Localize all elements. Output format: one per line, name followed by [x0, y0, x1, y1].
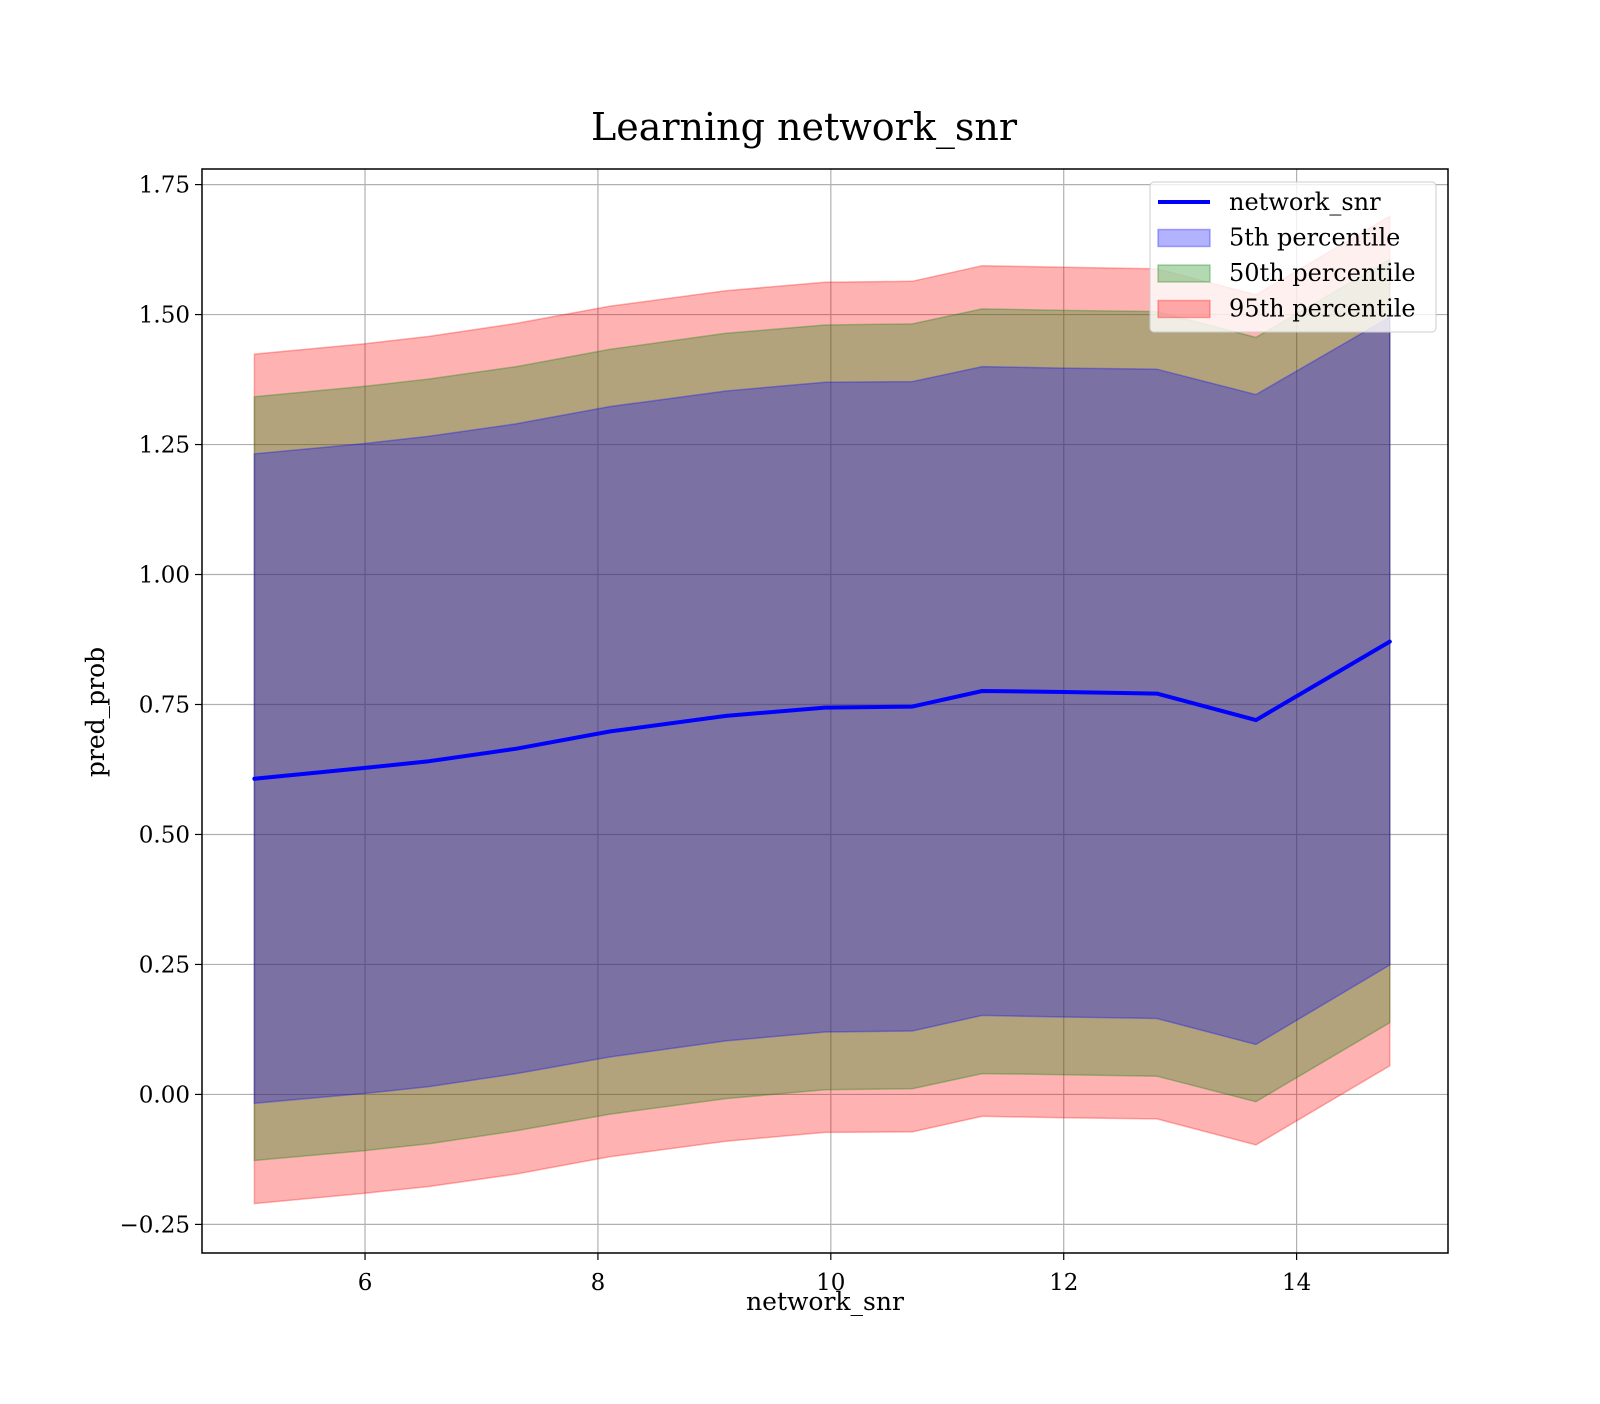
x-tick-label: 6	[358, 1270, 373, 1296]
y-tick-label: 1.25	[139, 433, 190, 459]
legend-frame	[1149, 181, 1437, 333]
y-tick-label: 0.00	[139, 1082, 190, 1108]
legend-label-network-snr: network_snr	[1229, 188, 1381, 216]
x-tick-label: 14	[1282, 1270, 1311, 1296]
y-tick-label: 0.75	[139, 693, 190, 719]
plot-frame	[201, 168, 1449, 1254]
chart-title: Learning network_snr	[591, 105, 1018, 150]
x-tick-label: 12	[1049, 1270, 1078, 1296]
legend: network_snr 5th percentile 50th percentile…	[1149, 181, 1437, 333]
50th-percentile-band	[253, 258, 1391, 1162]
series-lines	[252, 639, 1392, 781]
y-tick-label: −0.25	[120, 1212, 190, 1238]
y-tick-label: 0.25	[139, 952, 190, 978]
5th-percentile-band	[253, 315, 1391, 1105]
x-axis-label: network_snr	[746, 1287, 904, 1316]
y-tick-label: 1.00	[139, 563, 190, 589]
y-tick-label: 1.75	[139, 173, 190, 199]
legend-swatch-95th-percentile	[1157, 299, 1211, 319]
y-tick-label: 0.50	[139, 822, 190, 848]
x-tick-label: 8	[591, 1270, 606, 1296]
grid-lines	[202, 169, 1448, 1253]
y-axis-label: pred_prob	[81, 647, 110, 777]
plot-area	[202, 169, 1448, 1253]
legend-label-50th-percentile: 50th percentile	[1229, 259, 1416, 287]
x-tick-label: 10	[816, 1270, 845, 1296]
axis-ticks: 6 8 10 12 14 −0.25 0.00 0.25 0.50 0.75 1.00 1.25 1.5…	[120, 173, 1312, 1296]
network-snr-line	[252, 639, 1392, 781]
legend-swatch-50th-percentile	[1157, 264, 1211, 283]
legend-swatch-5th-percentile	[1157, 228, 1211, 248]
legend-label-95th-percentile: 95th percentile	[1229, 295, 1416, 323]
percentile-bands	[253, 214, 1391, 1205]
legend-entries: network_snr 5th percentile 50th percentile…	[1157, 188, 1416, 323]
95th-percentile-band	[253, 214, 1391, 1205]
legend-label-5th-percentile: 5th percentile	[1229, 224, 1400, 252]
y-tick-label: 1.50	[139, 303, 190, 329]
